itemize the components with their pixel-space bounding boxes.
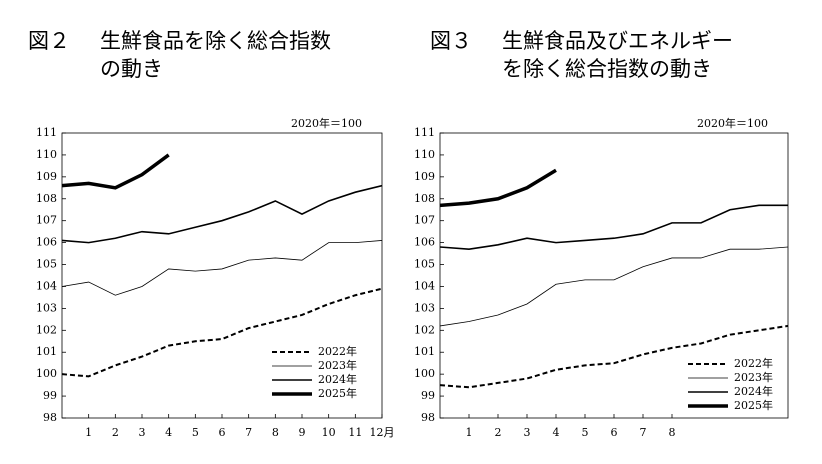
legend-label: 2023年	[734, 370, 773, 384]
x-tick-label: 6	[219, 426, 226, 439]
y-tick-label: 102	[36, 323, 57, 336]
x-tick-label: 5	[192, 426, 199, 439]
x-tick-label: 6	[611, 426, 618, 439]
x-tick-label: 7	[640, 426, 647, 439]
series-line	[439, 168, 557, 208]
y-tick-label: 107	[36, 214, 57, 227]
series-line	[439, 246, 789, 327]
y-tick-label: 106	[414, 236, 435, 249]
legend-label: 2025年	[318, 386, 357, 400]
x-tick-label: 10	[322, 426, 336, 439]
series-line	[61, 240, 383, 296]
series-line	[439, 324, 789, 389]
x-tick-label: 3	[139, 426, 146, 439]
y-tick-label: 99	[43, 389, 57, 402]
x-tick-label: 11	[348, 426, 362, 439]
series-line	[61, 153, 170, 190]
y-tick-label: 98	[43, 411, 57, 424]
y-tick-label: 106	[36, 236, 57, 249]
legend-label: 2022年	[318, 344, 357, 358]
unit-note: 2020年＝100	[291, 116, 362, 130]
figure-label: 図２	[28, 29, 70, 53]
x-tick-label: 3	[524, 426, 531, 439]
y-tick-label: 111	[414, 126, 435, 139]
x-tick-label: 2	[495, 426, 502, 439]
y-tick-label: 110	[36, 148, 57, 161]
legend-label: 2025年	[734, 398, 773, 412]
x-tick-label: 12月	[370, 426, 395, 439]
y-tick-label: 107	[414, 214, 435, 227]
y-tick-label: 104	[414, 279, 435, 292]
legend-label: 2024年	[734, 384, 773, 398]
y-tick-label: 111	[36, 126, 57, 139]
y-tick-label: 104	[36, 279, 57, 292]
chart-title: の動き	[100, 57, 163, 81]
series-line	[61, 184, 383, 244]
y-tick-label: 108	[414, 192, 435, 205]
x-tick-label: 5	[582, 426, 589, 439]
y-tick-label: 102	[414, 323, 435, 336]
x-tick-label: 1	[466, 426, 473, 439]
y-tick-label: 109	[36, 170, 57, 183]
y-tick-label: 110	[414, 148, 435, 161]
unit-note: 2020年＝100	[697, 116, 768, 130]
chart-title: 生鮮食品及びエネルギー	[502, 29, 733, 53]
x-tick-label: 1	[85, 426, 92, 439]
x-tick-label: 4	[165, 426, 172, 439]
y-tick-label: 103	[36, 301, 57, 314]
y-tick-label: 99	[421, 389, 435, 402]
chart-title: を除く総合指数の動き	[502, 57, 712, 81]
legend-label: 2023年	[318, 358, 357, 372]
y-tick-label: 108	[36, 192, 57, 205]
y-tick-label: 103	[414, 301, 435, 314]
x-tick-label: 8	[669, 426, 676, 439]
y-tick-label: 98	[421, 411, 435, 424]
y-tick-label: 101	[36, 345, 57, 358]
x-tick-label: 2	[112, 426, 119, 439]
chart-title: 生鮮食品を除く総合指数	[100, 29, 331, 53]
legend-label: 2022年	[734, 356, 773, 370]
y-tick-label: 100	[36, 367, 57, 380]
x-tick-label: 7	[245, 426, 252, 439]
legend-label: 2024年	[318, 372, 357, 386]
y-tick-label: 105	[36, 258, 57, 271]
y-tick-label: 101	[414, 345, 435, 358]
y-tick-label: 105	[414, 258, 435, 271]
x-tick-label: 9	[299, 426, 306, 439]
x-tick-label: 4	[553, 426, 560, 439]
figure-label: 図３	[430, 29, 472, 53]
y-tick-label: 100	[414, 367, 435, 380]
series-line	[439, 204, 788, 250]
x-tick-label: 8	[272, 426, 279, 439]
y-tick-label: 109	[414, 170, 435, 183]
